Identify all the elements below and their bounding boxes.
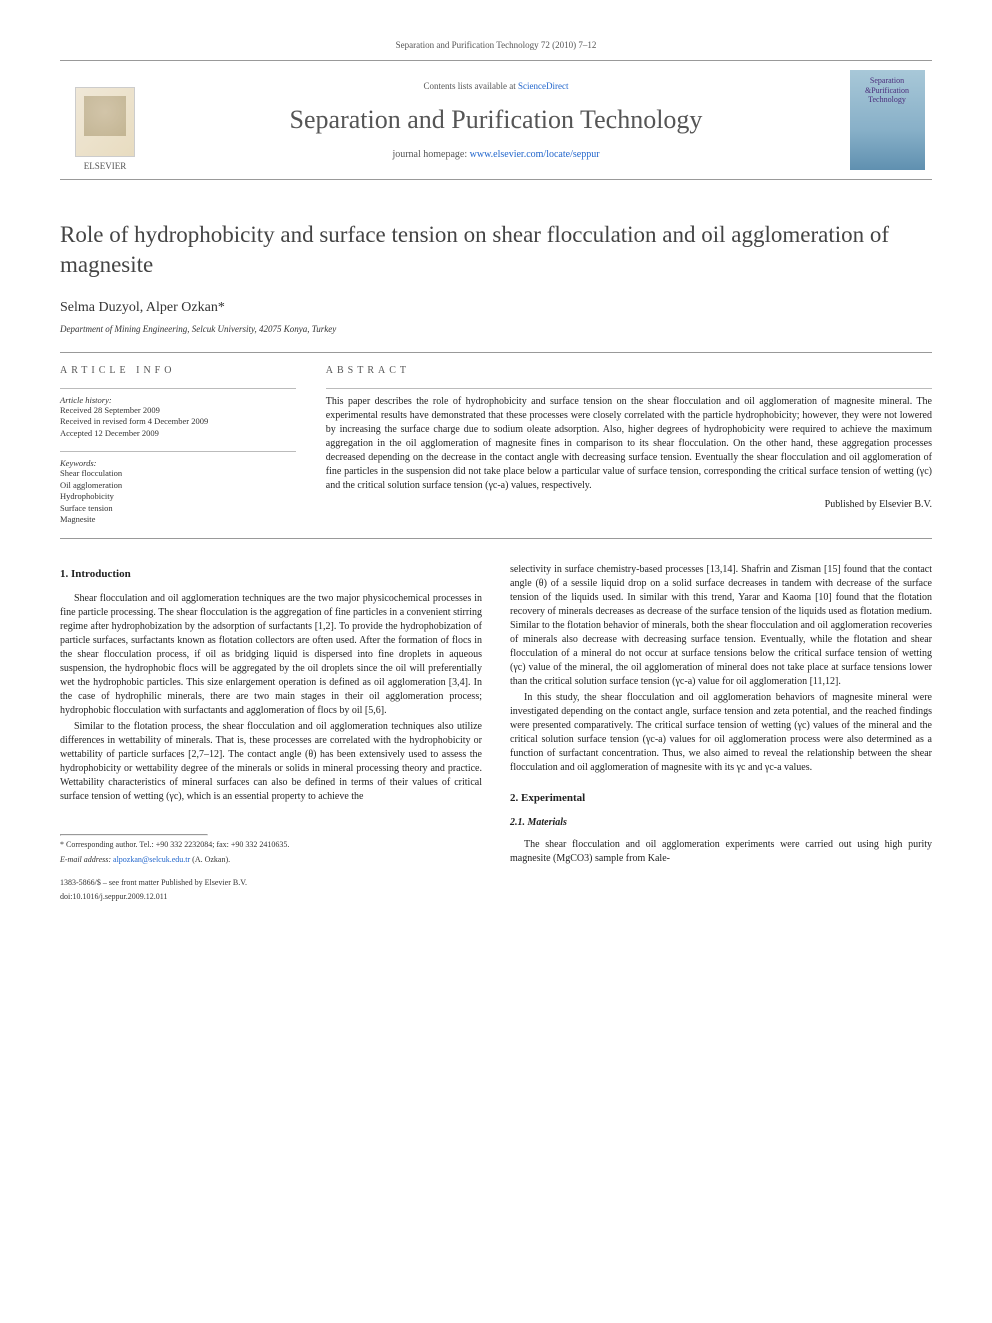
contents-prefix: Contents lists available at bbox=[424, 81, 518, 91]
journal-title: Separation and Purification Technology bbox=[290, 105, 703, 135]
contents-available: Contents lists available at ScienceDirec… bbox=[424, 81, 569, 91]
email-label: E-mail address: bbox=[60, 855, 113, 864]
corresponding-author-note: * Corresponding author. Tel.: +90 332 22… bbox=[60, 840, 482, 851]
journal-cover-thumb: Separation &Purification Technology bbox=[850, 70, 925, 170]
banner-left: ELSEVIER bbox=[60, 61, 150, 179]
affiliation: Department of Mining Engineering, Selcuk… bbox=[60, 324, 932, 334]
footnote-separator bbox=[60, 834, 208, 836]
issn-line: 1383-5866/$ – see front matter Published… bbox=[60, 878, 482, 889]
body-columns: 1. Introduction Shear flocculation and o… bbox=[60, 563, 932, 904]
paragraph-4: In this study, the shear flocculation an… bbox=[510, 691, 932, 775]
author-list: Selma Duzyol, Alper Ozkan* bbox=[60, 300, 932, 316]
info-sep-2 bbox=[60, 451, 296, 452]
corresp-asterisk: * bbox=[218, 300, 225, 315]
right-column: selectivity in surface chemistry-based p… bbox=[510, 563, 932, 904]
article-info-column: ARTICLE INFO Article history: Received 2… bbox=[60, 365, 296, 526]
keyword-4: Magnesite bbox=[60, 514, 296, 525]
history-label: Article history: bbox=[60, 395, 296, 405]
article-title: Role of hydrophobicity and surface tensi… bbox=[60, 220, 932, 280]
subsection-21-title: 2.1. Materials bbox=[510, 816, 932, 830]
cover-line2: &Purification bbox=[865, 86, 909, 96]
info-sep-1 bbox=[60, 388, 296, 389]
keyword-0: Shear flocculation bbox=[60, 468, 296, 479]
abstract-heading: ABSTRACT bbox=[326, 365, 932, 376]
history-revised: Received in revised form 4 December 2009 bbox=[60, 416, 296, 427]
sciencedirect-link[interactable]: ScienceDirect bbox=[518, 81, 568, 91]
elsevier-tree-logo bbox=[75, 87, 135, 157]
abstract-publisher: Published by Elsevier B.V. bbox=[326, 499, 932, 510]
separator-bottom bbox=[60, 538, 932, 539]
journal-banner: ELSEVIER Contents lists available at Sci… bbox=[60, 60, 932, 180]
paragraph-2: Similar to the flotation process, the sh… bbox=[60, 720, 482, 804]
journal-homepage: journal homepage: www.elsevier.com/locat… bbox=[392, 149, 599, 160]
history-received: Received 28 September 2009 bbox=[60, 405, 296, 416]
doi-line: doi:10.1016/j.seppur.2009.12.011 bbox=[60, 892, 482, 903]
running-header: Separation and Purification Technology 7… bbox=[60, 40, 932, 50]
keywords-label: Keywords: bbox=[60, 458, 296, 468]
cover-line1: Separation bbox=[870, 76, 904, 86]
keyword-1: Oil agglomeration bbox=[60, 480, 296, 491]
paragraph-1: Shear flocculation and oil agglomeration… bbox=[60, 592, 482, 718]
author-names: Selma Duzyol, Alper Ozkan bbox=[60, 300, 218, 315]
cover-line3: Technology bbox=[868, 95, 906, 105]
banner-right: Separation &Purification Technology bbox=[842, 61, 932, 179]
abs-sep bbox=[326, 388, 932, 389]
abstract-column: ABSTRACT This paper describes the role o… bbox=[326, 365, 932, 526]
separator-top bbox=[60, 352, 932, 353]
homepage-prefix: journal homepage: bbox=[392, 149, 469, 160]
history-accepted: Accepted 12 December 2009 bbox=[60, 428, 296, 439]
page-root: Separation and Purification Technology 7… bbox=[0, 0, 992, 953]
section-2-title: 2. Experimental bbox=[510, 791, 932, 806]
publisher-name: ELSEVIER bbox=[84, 161, 127, 171]
section-1-title: 1. Introduction bbox=[60, 567, 482, 582]
info-abstract-row: ARTICLE INFO Article history: Received 2… bbox=[60, 365, 932, 526]
email-line: E-mail address: alpozkan@selcuk.edu.tr (… bbox=[60, 855, 482, 866]
paragraph-5: The shear flocculation and oil agglomera… bbox=[510, 838, 932, 866]
email-name: (A. Ozkan). bbox=[190, 855, 230, 864]
banner-center: Contents lists available at ScienceDirec… bbox=[150, 61, 842, 179]
keyword-2: Hydrophobicity bbox=[60, 491, 296, 502]
homepage-link[interactable]: www.elsevier.com/locate/seppur bbox=[470, 149, 600, 160]
left-column: 1. Introduction Shear flocculation and o… bbox=[60, 563, 482, 904]
abstract-text: This paper describes the role of hydroph… bbox=[326, 395, 932, 493]
email-link[interactable]: alpozkan@selcuk.edu.tr bbox=[113, 855, 190, 864]
keyword-3: Surface tension bbox=[60, 503, 296, 514]
article-info-heading: ARTICLE INFO bbox=[60, 365, 296, 376]
paragraph-3: selectivity in surface chemistry-based p… bbox=[510, 563, 932, 689]
